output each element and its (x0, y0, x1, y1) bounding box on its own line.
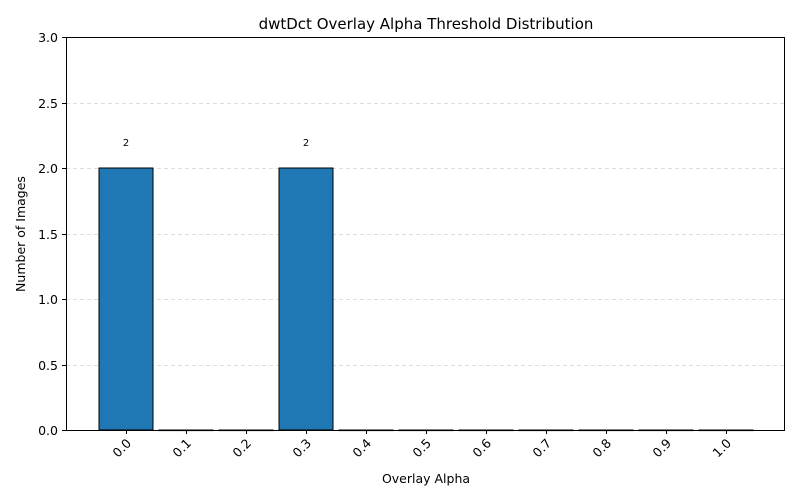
y-tick-label: 0.0 (38, 423, 58, 438)
y-tick-label: 2.5 (38, 96, 58, 111)
y-tick-label: 1.5 (38, 227, 58, 242)
y-tick-label: 1.0 (38, 292, 58, 307)
x-axis-title: Overlay Alpha (382, 471, 470, 486)
bar-value-label: 2 (303, 138, 309, 149)
plot-frame (66, 37, 785, 431)
bar (278, 167, 334, 431)
y-tick-label: 3.0 (38, 30, 58, 45)
bar-value-label: 2 (123, 138, 129, 149)
y-axis: 0.0 0.5 1.0 1.5 2.0 2.5 3.0 (38, 30, 66, 438)
y-tick-label: 2.0 (38, 161, 58, 176)
chart-title: dwtDct Overlay Alpha Threshold Distribut… (259, 15, 594, 33)
y-tick-label: 0.5 (38, 358, 58, 373)
y-axis-title: Number of Images (13, 176, 28, 292)
grid-lines (66, 103, 784, 366)
bar (98, 167, 154, 431)
